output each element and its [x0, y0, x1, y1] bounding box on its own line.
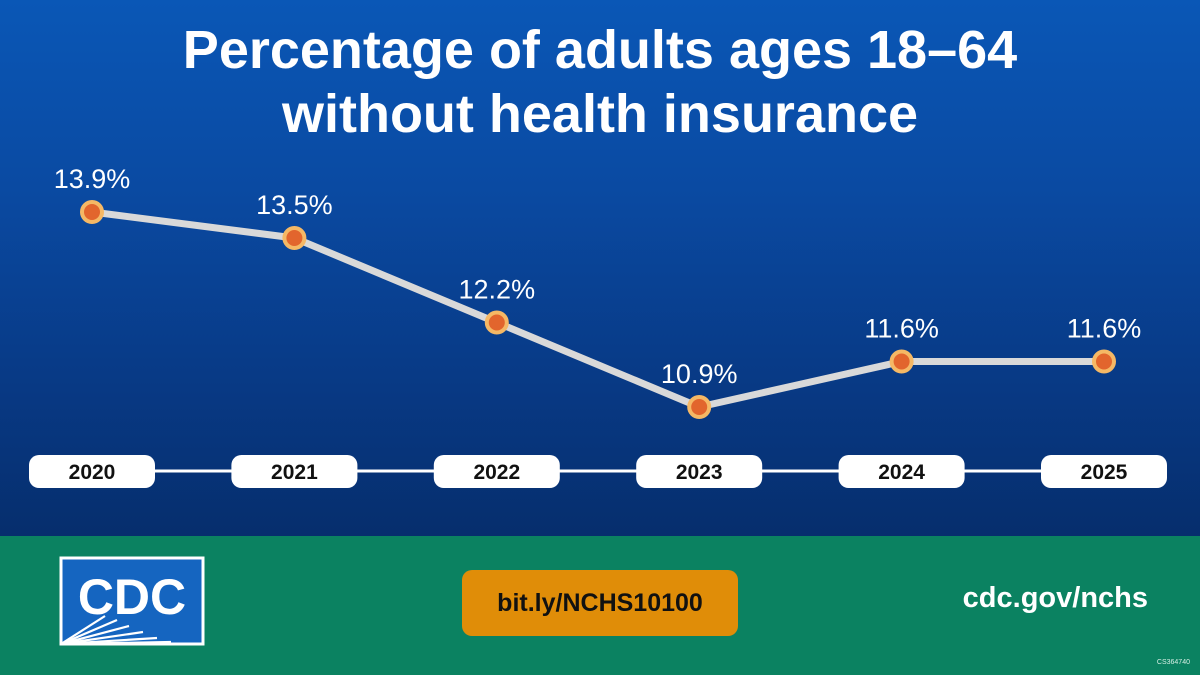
- data-label: 11.6%: [1067, 314, 1142, 344]
- data-label: 12.2%: [459, 275, 536, 305]
- title-line-1: Percentage of adults ages 18–64: [182, 20, 1018, 80]
- data-point: [484, 310, 509, 335]
- data-label: 11.6%: [864, 314, 939, 344]
- cdc-logo-text: CDC: [78, 569, 186, 625]
- title-line-2: without health insurance: [281, 84, 919, 144]
- line-chart: 2020 2021 2022 2023 2024 2025 13.9% 13.5% 12.2% 1…: [29, 164, 1167, 488]
- short-url-text: bit.ly/NCHS10100: [497, 588, 703, 617]
- x-tick-label: 2025: [1081, 461, 1128, 484]
- data-point: [1092, 349, 1116, 374]
- series-line: [88, 208, 1108, 411]
- short-url-link[interactable]: bit.ly/NCHS10100: [462, 570, 738, 636]
- year-pill: [433, 455, 560, 488]
- year-pill: [1041, 455, 1167, 488]
- x-tick-label: 2020: [69, 461, 116, 484]
- footer-band: CDC bit.ly/NCHS10100 cdc.gov/nchs CS3647…: [0, 536, 1200, 675]
- data-point: [80, 200, 104, 224]
- data-point: [282, 226, 307, 250]
- chart-panel: Percentage of adults ages 18–64 without …: [0, 0, 1200, 536]
- data-point: [889, 349, 914, 374]
- document-code: CS364740: [1156, 659, 1190, 666]
- year-pill: [636, 455, 763, 488]
- data-label: 10.9%: [661, 359, 738, 389]
- year-pill: [231, 455, 358, 488]
- data-point: [687, 395, 712, 419]
- x-tick-label: 2021: [271, 461, 318, 484]
- x-tick-label: 2024: [878, 461, 925, 484]
- x-tick-label: 2022: [473, 461, 520, 484]
- data-label: 13.9%: [54, 164, 131, 194]
- page-title: Percentage of adults ages 18–64 without …: [0, 18, 1200, 146]
- year-pill: [838, 455, 965, 488]
- cdc-logo: CDC: [59, 556, 205, 646]
- site-link[interactable]: cdc.gov/nchs: [962, 582, 1148, 614]
- data-label: 13.5%: [256, 190, 333, 220]
- year-pill: [29, 455, 155, 488]
- x-tick-label: 2023: [676, 461, 723, 484]
